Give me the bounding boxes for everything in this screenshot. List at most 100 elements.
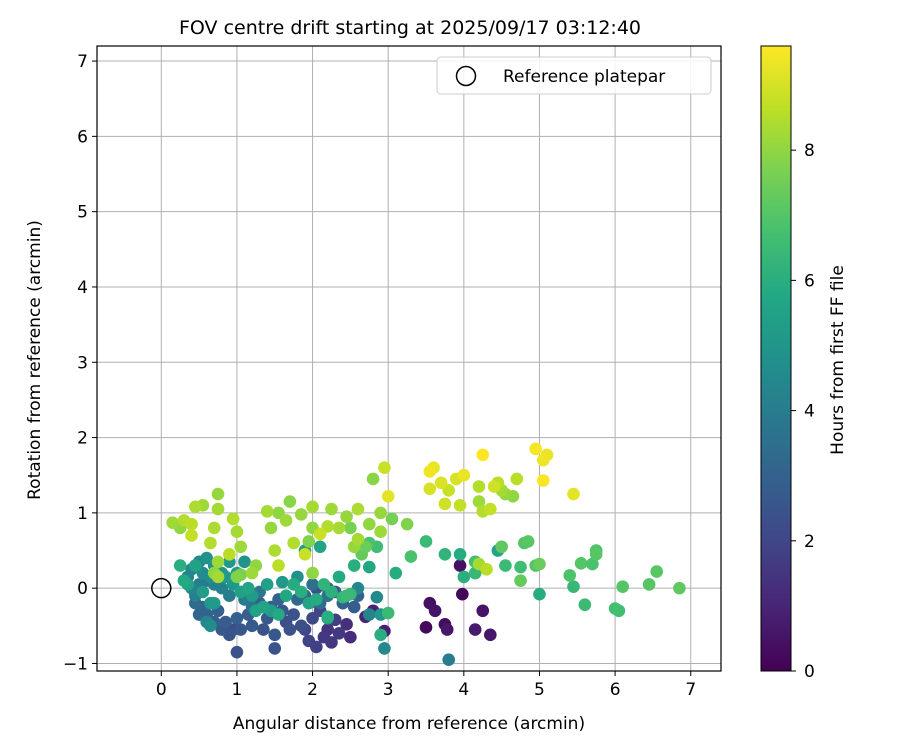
data-point [438,497,452,511]
data-point [325,502,338,516]
data-point [428,604,442,618]
data-point [340,510,353,523]
data-point [211,555,225,569]
data-point [226,512,240,526]
data-point [457,468,471,482]
data-point [362,608,376,621]
data-point [207,596,221,610]
data-point [514,574,527,587]
colorbar-tick-label: 8 [804,141,815,161]
colorbar-label: Hours from first FF file [828,265,848,455]
data-point [230,570,244,584]
data-point [574,557,588,570]
data-point [434,476,448,490]
data-point [536,474,550,487]
data-point [185,517,198,531]
x-tick-label: 6 [610,680,621,700]
data-point [514,560,527,574]
data-point [306,578,319,591]
data-point [480,563,493,576]
data-point [207,521,221,535]
y-tick-label: 7 [77,52,88,72]
data-point [260,505,274,518]
data-point [219,615,232,629]
grid-lines [97,46,721,671]
data-point [287,608,300,621]
data-point [317,630,331,644]
data-point [238,555,251,569]
data-point [521,535,535,548]
y-axis-ticks: −1 0 1 2 3 4 5 6 7 [63,52,97,674]
data-point [302,634,316,648]
data-point [586,557,599,571]
data-point [268,544,282,557]
data-point [173,559,187,572]
data-point [234,540,248,554]
legend-reference-marker [455,65,477,87]
data-point [389,566,403,580]
data-point [347,559,361,572]
y-tick-label: 6 [77,127,88,147]
data-point [294,585,308,599]
data-point [264,521,278,535]
legend-entry-reference: Reference platepar [503,67,665,87]
data-point [374,525,387,538]
data-point [472,480,486,493]
colorbar-gradient [760,45,792,672]
data-point [283,495,297,508]
data-point [321,610,334,624]
y-tick-label: 2 [77,429,88,449]
legend: Reference platepar [436,56,712,95]
data-point [476,604,490,618]
data-point [298,547,312,561]
data-point [241,581,255,595]
colorbar-ticks: 0 2 4 6 8 [791,141,815,682]
data-point [370,590,384,604]
data-point [423,482,437,496]
data-point [302,535,316,548]
data-point [313,540,327,554]
data-point [317,578,331,591]
data-point [223,547,236,561]
data-point [215,581,229,595]
data-point [510,472,524,486]
data-point [294,508,308,521]
data-point [499,559,512,572]
data-point [332,570,346,584]
colorbar-tick-label: 6 [804,271,815,291]
x-axis-label: Angular distance from reference (arcmin) [233,714,585,734]
data-point [332,627,346,640]
data-point [344,521,357,535]
x-axis-ticks: 0 1 2 3 4 5 6 7 [156,671,696,700]
data-point [204,536,217,550]
data-point [332,521,346,535]
data-point [366,472,380,486]
x-tick-label: 3 [383,680,394,700]
data-point [313,527,327,541]
data-point [589,547,603,561]
data-points [166,442,686,667]
data-point [260,578,274,591]
data-point [230,525,244,538]
data-point [404,550,418,563]
data-point [440,623,454,636]
data-point [268,628,282,642]
y-tick-label: 3 [77,353,88,373]
reference-marker [151,577,172,599]
data-point [385,512,399,526]
data-point [381,490,395,503]
x-tick-label: 2 [307,680,318,700]
data-point [374,506,387,520]
data-point [419,621,433,634]
x-tick-label: 4 [458,680,469,700]
data-point [230,645,244,659]
data-point [423,465,437,478]
data-point [177,574,191,587]
data-point [351,502,365,516]
data-point [257,600,270,614]
y-tick-label: 5 [77,203,88,223]
data-point [306,500,319,514]
data-point [642,578,656,591]
data-point [442,653,456,667]
